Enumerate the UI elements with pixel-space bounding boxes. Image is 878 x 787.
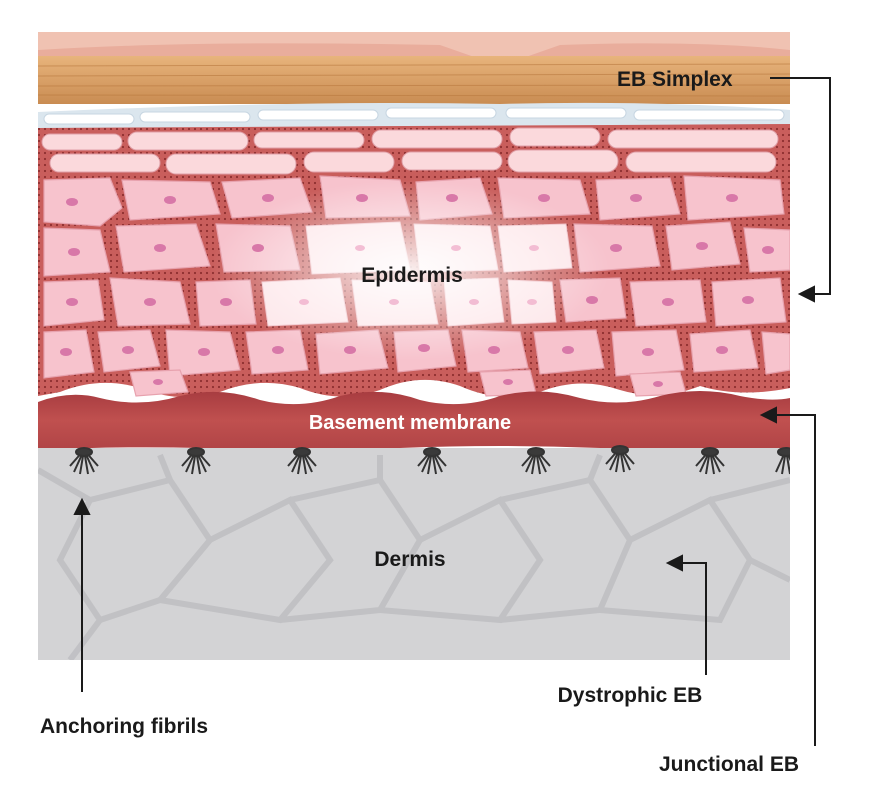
epidermis-label: Epidermis — [361, 264, 463, 287]
dermis-label: Dermis — [374, 548, 445, 571]
eb-simplex-label: EB Simplex — [617, 68, 733, 91]
junctional-eb-label: Junctional EB — [659, 753, 799, 776]
anchoring-fibrils — [69, 445, 790, 475]
anchoring-fibrils-arrowhead — [73, 497, 91, 515]
junctional-eb-arrowhead — [759, 406, 777, 424]
eb-simplex-arrowhead — [797, 285, 815, 303]
granular-cells — [41, 127, 779, 175]
anchoring-fibrils-label: Anchoring fibrils — [40, 715, 208, 738]
junctional-eb-pointer — [774, 414, 816, 746]
cell-nuclei — [60, 194, 774, 387]
eb-simplex-pointer — [770, 77, 831, 295]
basement-membrane-label: Basement membrane — [309, 412, 511, 434]
dystrophic-eb-label: Dystrophic EB — [558, 684, 703, 707]
basement-membrane — [38, 391, 790, 450]
dystrophic-eb-arrowhead — [665, 554, 683, 572]
dermis-fibers — [38, 453, 790, 660]
dystrophic-eb-pointer — [680, 562, 707, 675]
leader-lines — [73, 77, 831, 746]
